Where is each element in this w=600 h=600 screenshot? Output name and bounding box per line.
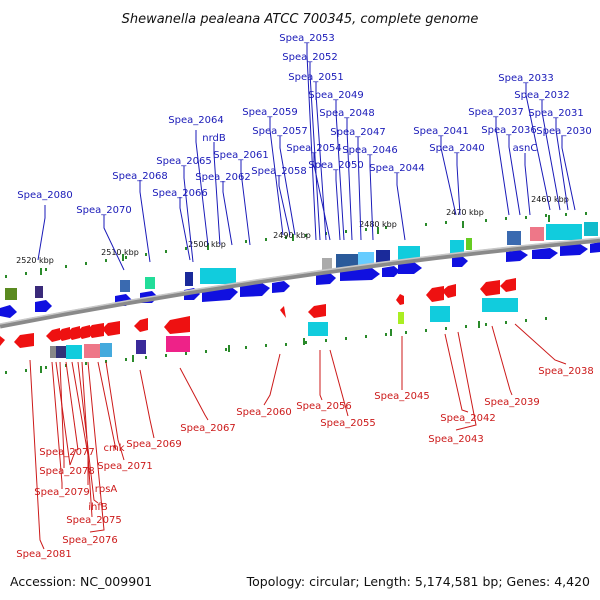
- gene-label[interactable]: Spea_2044: [369, 163, 424, 174]
- accession-text: Accession: NC_009901: [10, 574, 152, 589]
- tick-label: 2460 kbp: [531, 195, 569, 204]
- gene-label[interactable]: Spea_2079: [34, 487, 89, 498]
- tick-label: 2490 kbp: [273, 231, 311, 240]
- gene-label[interactable]: rpsA: [95, 484, 118, 495]
- gene-label[interactable]: Spea_2066: [152, 188, 207, 199]
- gene-label[interactable]: Spea_2048: [319, 108, 374, 119]
- gene-label[interactable]: asnC: [513, 143, 538, 154]
- gene-label[interactable]: Spea_2061: [213, 150, 268, 161]
- forward-labels: Spea_2080 Spea_2070 Spea_2068 Spea_2066 …: [17, 33, 591, 216]
- gene-label[interactable]: Spea_2067: [180, 423, 235, 434]
- gene-label[interactable]: Spea_2051: [288, 72, 343, 83]
- gene-label[interactable]: Spea_2033: [498, 73, 553, 84]
- tick-label: 2470 kbp: [446, 208, 484, 217]
- gene-label[interactable]: Spea_2059: [242, 107, 297, 118]
- genome-backbone: [0, 237, 600, 329]
- gene-label[interactable]: Spea_2045: [374, 391, 429, 402]
- gene-label[interactable]: Spea_2036: [481, 125, 536, 136]
- gene-label[interactable]: Spea_2055: [320, 418, 375, 429]
- gene-label[interactable]: ihfB: [88, 502, 108, 513]
- gene-label[interactable]: Spea_2052: [282, 52, 337, 63]
- gene-label[interactable]: Spea_2032: [514, 90, 569, 101]
- forward-leader-lines: [37, 43, 576, 271]
- gene-label[interactable]: Spea_2046: [342, 145, 397, 156]
- gene-label[interactable]: Spea_2049: [308, 90, 363, 101]
- gene-label[interactable]: Spea_2050: [308, 160, 363, 171]
- gene-label[interactable]: Spea_2037: [468, 107, 523, 118]
- gene-label[interactable]: Spea_2054: [286, 143, 341, 154]
- gene-label[interactable]: cmk: [103, 443, 124, 454]
- topology-summary: Topology: circular; Length: 5,174,581 bp…: [246, 574, 590, 589]
- gene-label[interactable]: Spea_2038: [538, 366, 593, 377]
- gene-label[interactable]: Spea_2071: [97, 461, 152, 472]
- tick-label: 2520 kbp: [16, 256, 54, 265]
- gene-label[interactable]: Spea_2068: [112, 171, 167, 182]
- gene-label[interactable]: Spea_2039: [484, 397, 539, 408]
- gene-label[interactable]: Spea_2064: [168, 115, 223, 126]
- inner-tick-ring: [5, 317, 547, 374]
- tick-label: 2480 kbp: [359, 220, 397, 229]
- reverse-labels: Spea_2077 cmk Spea_2078 Spea_2071 Spea_2…: [16, 366, 593, 560]
- gene-label[interactable]: Spea_2053: [279, 33, 334, 44]
- gene-label[interactable]: Spea_2065: [156, 156, 211, 167]
- gene-label[interactable]: Spea_2069: [126, 439, 181, 450]
- tick-label: 2500 kbp: [188, 240, 226, 249]
- gene-label[interactable]: Spea_2078: [39, 466, 94, 477]
- reverse-leader-lines: [29, 323, 567, 550]
- reverse-features: [0, 278, 518, 359]
- gene-label[interactable]: Spea_2040: [429, 143, 484, 154]
- gene-label[interactable]: Spea_2076: [62, 535, 117, 546]
- gene-label[interactable]: Spea_2047: [330, 127, 385, 138]
- gene-label[interactable]: Spea_2075: [66, 515, 121, 526]
- gene-label[interactable]: Spea_2081: [16, 549, 71, 560]
- tick-labels: 2520 kbp 2510 kbp 2500 kbp 2490 kbp 2480…: [16, 195, 569, 265]
- gene-label[interactable]: Spea_2041: [413, 126, 468, 137]
- gene-label[interactable]: nrdB: [202, 133, 226, 144]
- gene-label[interactable]: Spea_2070: [76, 205, 131, 216]
- outer-tick-ring: [5, 212, 587, 278]
- map-title: Shewanella pealeana ATCC 700345, complet…: [122, 12, 479, 27]
- gene-label[interactable]: Spea_2057: [252, 126, 307, 137]
- gene-label[interactable]: Spea_2030: [536, 126, 591, 137]
- gene-label[interactable]: Spea_2060: [236, 407, 291, 418]
- gene-label[interactable]: Spea_2062: [195, 172, 250, 183]
- gene-label[interactable]: Spea_2056: [296, 401, 351, 412]
- gene-label[interactable]: Spea_2058: [251, 166, 306, 177]
- tick-label: 2510 kbp: [101, 248, 139, 257]
- gene-label[interactable]: Spea_2031: [528, 108, 583, 119]
- gene-label[interactable]: Spea_2043: [428, 434, 483, 445]
- gene-label[interactable]: Spea_2042: [440, 413, 495, 424]
- gene-label[interactable]: Spea_2077: [39, 447, 94, 458]
- forward-features: [0, 222, 600, 318]
- gene-label[interactable]: Spea_2080: [17, 190, 72, 201]
